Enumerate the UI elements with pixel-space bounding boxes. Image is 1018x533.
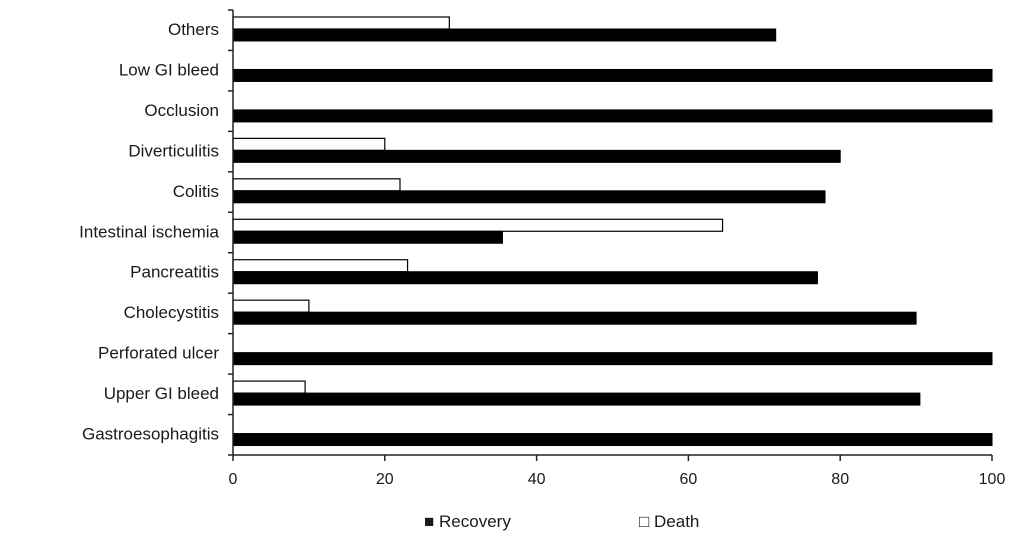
category-labels: Others Low GI bleed Occlusion Diverticuliti… <box>79 20 219 444</box>
legend-swatch-death: □ <box>639 512 649 531</box>
category-label-cholecystitis: Cholecystitis <box>124 303 219 322</box>
bar-recovery-low-gi-bleed <box>232 68 993 82</box>
legend-swatch-recovery: ■ <box>424 512 434 531</box>
bar-death-pancreatitis <box>232 259 409 273</box>
category-label-pancreatitis: Pancreatitis <box>130 263 219 282</box>
x-tick-label: 20 <box>376 471 394 488</box>
bars-group <box>232 16 993 447</box>
bar-recovery-upper-gi-bleed <box>232 392 921 406</box>
legend-label-recovery: Recovery <box>439 512 511 531</box>
x-tick-label: 0 <box>229 471 238 488</box>
bar-recovery-pancreatitis <box>232 271 818 285</box>
category-label-upper-gi-bleed: Upper GI bleed <box>104 384 219 403</box>
bar-recovery-occlusion <box>232 109 993 123</box>
bar-death-intestinal-ischemia <box>232 218 724 232</box>
category-label-occlusion: Occlusion <box>144 101 219 120</box>
category-label-gastroesophagitis: Gastroesophagitis <box>82 425 219 444</box>
bar-death-cholecystitis <box>232 299 310 313</box>
x-tick-label: 100 <box>979 471 1006 488</box>
legend-label-death: Death <box>654 512 699 531</box>
bar-recovery-colitis <box>232 190 826 204</box>
x-tick-label: 60 <box>680 471 698 488</box>
x-tick-label: 80 <box>831 471 849 488</box>
bar-death-colitis <box>232 178 401 192</box>
bar-recovery-others <box>232 28 777 42</box>
bar-recovery-intestinal-ischemia <box>232 230 503 244</box>
bar-death-upper-gi-bleed <box>232 380 306 394</box>
category-ticks <box>228 9 233 456</box>
category-label-perforated-ulcer: Perforated ulcer <box>98 344 219 363</box>
x-axis-ticks: 0 20 40 60 80 100 <box>229 455 1006 488</box>
bar-death-diverticulitis <box>232 137 386 151</box>
category-label-others: Others <box>168 20 219 39</box>
legend-item-recovery: ■ Recovery <box>424 512 511 531</box>
category-label-diverticulitis: Diverticulitis <box>128 141 219 160</box>
bar-recovery-gastroesophagitis <box>232 433 993 447</box>
legend: ■ Recovery □ Death <box>424 512 699 531</box>
legend-item-death: □ Death <box>639 512 699 531</box>
bar-recovery-perforated-ulcer <box>232 352 993 366</box>
bar-recovery-cholecystitis <box>232 311 917 325</box>
bar-death-others <box>232 16 450 30</box>
category-label-intestinal-ischemia: Intestinal ischemia <box>79 222 219 241</box>
category-label-low-gi-bleed: Low GI bleed <box>119 60 219 79</box>
category-label-colitis: Colitis <box>173 182 219 201</box>
x-tick-label: 40 <box>528 471 546 488</box>
bar-recovery-diverticulitis <box>232 149 841 163</box>
